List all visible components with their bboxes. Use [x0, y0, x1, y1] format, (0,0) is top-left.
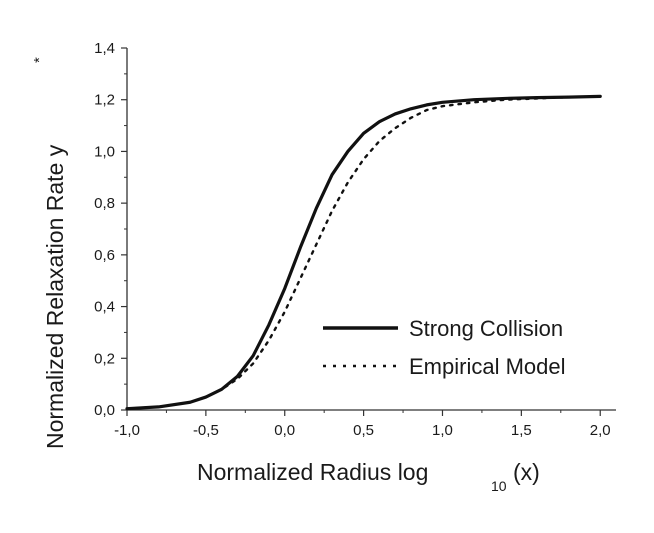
x-tick-label: 1,0: [432, 422, 453, 439]
y-tick-label: 0,0: [94, 402, 115, 419]
series-line-empirical-model: [125, 95, 602, 410]
y-tick-label: 0,4: [94, 299, 115, 316]
y-tick-label: 0,2: [94, 350, 115, 367]
y-tick-label: 1,0: [94, 143, 115, 160]
x-tick-label: -1,0: [114, 422, 140, 439]
legend-label-strong-collision: Strong Collision: [409, 316, 563, 341]
y-axis-title: Normalized Relaxation Rate y: [42, 144, 68, 449]
x-axis-title-main: Normalized Radius log: [197, 459, 428, 485]
y-tick-label: 1,4: [94, 40, 115, 57]
series-layer: [125, 94, 602, 411]
x-axis-title-tail: (x): [513, 459, 540, 485]
y-axis-title-superscript: *: [31, 57, 48, 63]
y-tick-label: 0,6: [94, 247, 115, 264]
axes: 0,0 0,2 0,4 0,6 0,8 1,0 1,2 1,4 -1,0 -0,5 0,0 0,5 1,…: [94, 40, 616, 439]
x-axis-title: Normalized Radius log: [197, 459, 428, 485]
y-tick-label: 1,2: [94, 92, 115, 109]
legend: Strong Collision Empirical Model: [323, 316, 566, 379]
x-tick-label: 2,0: [590, 422, 611, 439]
x-tick-label: 1,5: [511, 422, 532, 439]
x-tick-label: 0,5: [353, 422, 374, 439]
y-axis-title-main: Normalized Relaxation Rate y: [42, 144, 68, 449]
x-tick-label: 0,0: [274, 422, 295, 439]
legend-label-empirical-model: Empirical Model: [409, 354, 566, 379]
x-axis-title-subscript: 10: [491, 478, 507, 494]
y-tick-label: 0,8: [94, 195, 115, 212]
x-tick-label: -0,5: [193, 422, 219, 439]
